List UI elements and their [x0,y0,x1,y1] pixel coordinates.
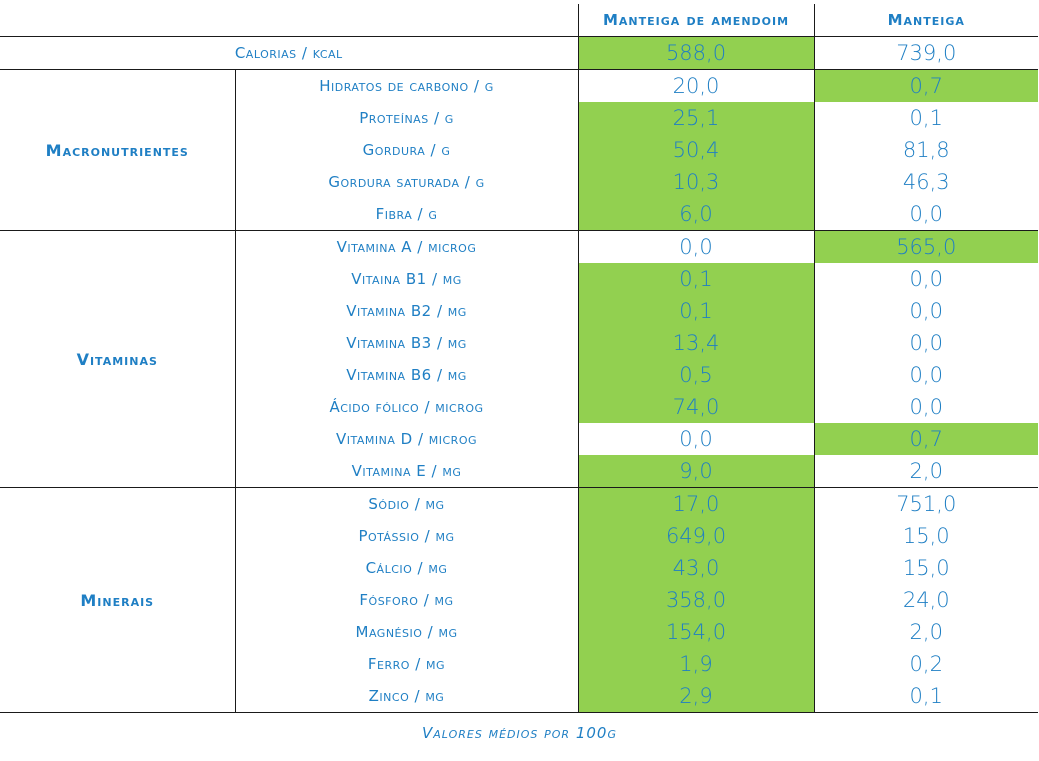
peanut-butter-value: 2,9 [577,680,815,713]
peanut-butter-value: 649,0 [577,520,815,552]
butter-value: 15,0 [902,556,950,580]
nutrient-label: Fósforo / mg [234,584,578,616]
peanut-butter-value: 0,0 [577,230,815,263]
table-row: Fibra / g 6,0 0,0 [0,198,1038,231]
peanut-butter-value: 0,1 [577,295,815,327]
table-row: Ácido fólico / microg 74,0 0,0 [0,391,1038,423]
peanut-butter-value: 6,0 [577,198,815,231]
header-empty-cell [0,4,578,37]
peanut-butter-value: 10,3 [577,166,815,198]
category-label: Vitaminas [0,230,235,488]
butter-value: 0,2 [909,652,943,676]
peanut-butter-value: 17,0 [577,487,815,520]
butter-value: 0,0 [909,331,943,355]
nutrient-label: Fibra / g [234,198,578,231]
nutrient-label: Magnésio / mg [234,616,578,648]
header-peanut-butter: Manteiga de amendoim [577,4,815,37]
calories-peanut-butter-value: 588,0 [577,36,815,70]
category-label: Minerais [0,487,235,713]
nutrient-label: Vitamina B6 / mg [234,359,578,391]
table-row: Vitamina B6 / mg 0,5 0,0 [0,359,1038,391]
peanut-butter-value: 1,9 [577,648,815,680]
table-row: Gordura / g 50,4 81,8 [0,134,1038,166]
nutrition-table: Manteiga de amendoim Manteiga Calorias /… [0,4,1038,713]
butter-value: 0,0 [909,363,943,387]
butter-value: 0,0 [909,267,943,291]
nutrient-label: Vitamina E / mg [234,455,578,488]
nutrient-label: Gordura / g [234,134,578,166]
table-row: Vitaminas Vitamina A / microg 0,0 565,0 [0,230,1038,488]
butter-value: 24,0 [902,588,950,612]
table-row: Gordura saturada / g 10,3 46,3 [0,166,1038,198]
butter-value: 2,0 [909,620,943,644]
peanut-butter-value: 0,1 [577,263,815,295]
nutrient-label: Vitamina B3 / mg [234,327,578,359]
butter-value: 81,8 [902,138,950,162]
butter-value: 751,0 [896,492,957,516]
nutrient-label: Vitamina D / microg [234,423,578,455]
table-row: Vitamina B3 / mg 13,4 0,0 [0,327,1038,359]
nutrient-label: Hidratos de carbono / g [234,69,578,102]
butter-value: 15,0 [902,524,950,548]
peanut-butter-value: 25,1 [577,102,815,134]
peanut-butter-value: 43,0 [577,552,815,584]
table-row: Vitaina B1 / mg 0,1 0,0 [0,263,1038,295]
nutrient-label: Sódio / mg [234,487,578,520]
butter-value: 2,0 [814,455,1038,488]
table-row: Proteínas / g 25,1 0,1 [0,102,1038,134]
butter-value: 0,0 [909,395,943,419]
table-row: Vitamina B2 / mg 0,1 0,0 [0,295,1038,327]
nutrient-label: Zinco / mg [234,680,578,713]
calories-label: Calorias / kcal [0,36,578,70]
table-row: Minerais Sódio / mg 17,0 751,0 [0,487,1038,713]
table-row: Potássio / mg 649,0 15,0 [0,520,1038,552]
nutrient-label: Cálcio / mg [234,552,578,584]
butter-value: 46,3 [902,170,950,194]
table-row: Macronutrientes Hidratos de carbono / g 20… [0,69,1038,231]
table-row: Magnésio / mg 154,0 2,0 [0,616,1038,648]
butter-value: 0,7 [814,423,1038,455]
peanut-butter-value: 13,4 [577,327,815,359]
table-row: Fósforo / mg 358,0 24,0 [0,584,1038,616]
category-label: Macronutrientes [0,69,235,231]
butter-value: 565,0 [814,230,1038,263]
peanut-butter-value: 74,0 [577,391,815,423]
header-row: Manteiga de amendoim Manteiga [0,4,1038,37]
nutrient-label: Proteínas / g [234,102,578,134]
peanut-butter-value: 20,0 [577,69,815,102]
butter-value: 0,7 [814,69,1038,102]
nutrient-label: Ferro / mg [234,648,578,680]
footer-note: Valores médios por 100g [422,724,617,742]
nutrient-label: Gordura saturada / g [234,166,578,198]
table-row: Ferro / mg 1,9 0,2 [0,648,1038,680]
peanut-butter-value: 9,0 [577,455,815,488]
butter-value: 0,1 [814,680,1038,713]
header-butter: Manteiga [887,11,965,29]
table-row: Zinco / mg 2,9 0,1 [0,680,1038,713]
calories-row: Calorias / kcal 588,0 739,0 [0,36,1038,70]
butter-value: 0,0 [814,198,1038,231]
nutrition-table-body: Manteiga de amendoim Manteiga Calorias /… [0,4,1038,713]
butter-value: 0,1 [909,106,943,130]
table-row: Vitamina D / microg 0,0 0,7 [0,423,1038,455]
peanut-butter-value: 50,4 [577,134,815,166]
peanut-butter-value: 0,0 [577,423,815,455]
calories-butter-value: 739,0 [814,36,1038,70]
table-row: Cálcio / mg 43,0 15,0 [0,552,1038,584]
nutrient-label: Ácido fólico / microg [234,391,578,423]
nutrient-label: Potássio / mg [234,520,578,552]
peanut-butter-value: 154,0 [577,616,815,648]
peanut-butter-value: 358,0 [577,584,815,616]
butter-value: 0,0 [909,299,943,323]
peanut-butter-value: 0,5 [577,359,815,391]
nutrient-label: Vitamina A / microg [234,230,578,263]
nutrient-label: Vitamina B2 / mg [234,295,578,327]
nutrient-label: Vitaina B1 / mg [234,263,578,295]
table-row: Vitamina E / mg 9,0 2,0 [0,455,1038,488]
